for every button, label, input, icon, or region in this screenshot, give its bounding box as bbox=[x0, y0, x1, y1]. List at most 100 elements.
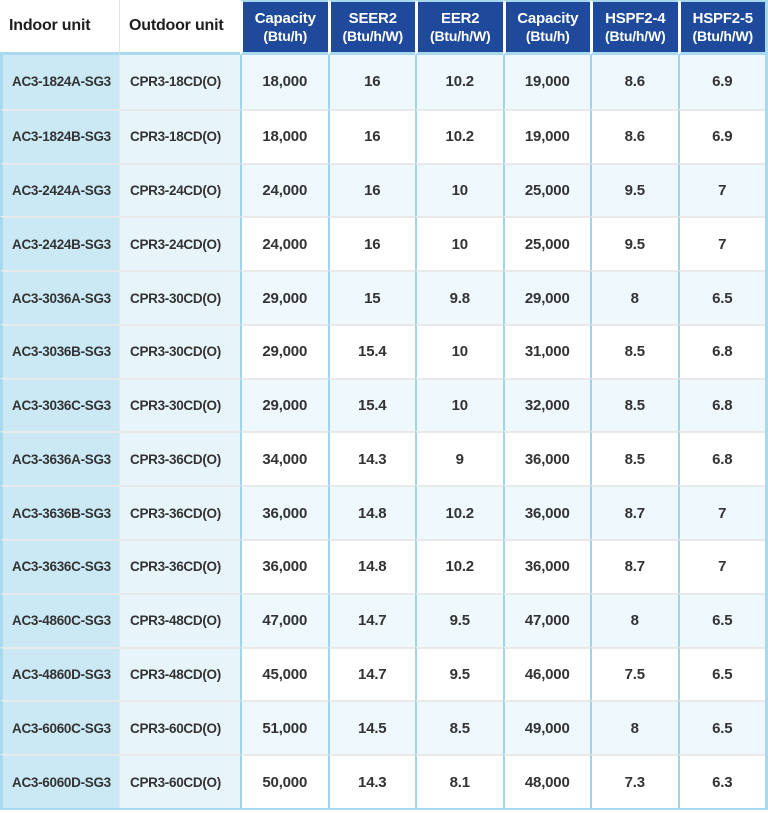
cell-indoor-unit: AC3-2424A-SG3 bbox=[0, 162, 119, 217]
cell-eer2: 9.8 bbox=[415, 270, 503, 324]
cell-seer2: 15 bbox=[327, 270, 415, 324]
cell-outdoor-unit: CPR3-60CD(O) bbox=[119, 754, 240, 808]
cell-cooling-capacity: 18,000 bbox=[240, 55, 328, 109]
cell-seer2: 16 bbox=[327, 55, 415, 109]
header-label: HSPF2-4 bbox=[605, 9, 666, 27]
cell-eer2: 8.5 bbox=[415, 700, 503, 755]
cell-eer2: 9.5 bbox=[415, 646, 503, 701]
cell-heating-capacity: 25,000 bbox=[502, 216, 590, 271]
cell-eer2: 9.5 bbox=[415, 592, 503, 647]
header-label: SEER2 bbox=[348, 9, 397, 27]
cell-indoor-unit: AC3-6060D-SG3 bbox=[0, 754, 119, 808]
cell-seer2: 14.7 bbox=[327, 646, 415, 701]
cell-outdoor-unit: CPR3-18CD(O) bbox=[119, 108, 240, 163]
header-unit-label: (Btu/h/W) bbox=[430, 27, 491, 44]
column-header-hspf2-4: HSPF2-4 (Btu/h/W) bbox=[590, 0, 678, 55]
cell-indoor-unit: AC3-3036B-SG3 bbox=[0, 323, 119, 378]
cell-hspf2-4: 9.5 bbox=[590, 162, 678, 217]
cell-cooling-capacity: 47,000 bbox=[240, 592, 328, 647]
cell-cooling-capacity: 51,000 bbox=[240, 700, 328, 755]
cell-cooling-capacity: 29,000 bbox=[240, 323, 328, 378]
column-header-indoor-unit: Indoor unit bbox=[0, 0, 119, 55]
cell-eer2: 10 bbox=[415, 216, 503, 271]
cell-hspf2-5: 6.5 bbox=[677, 592, 765, 647]
column-header-cooling-capacity: Capacity (Btu/h) bbox=[240, 0, 328, 55]
cell-hspf2-5: 6.5 bbox=[677, 270, 765, 324]
cell-outdoor-unit: CPR3-36CD(O) bbox=[119, 431, 240, 486]
cell-cooling-capacity: 29,000 bbox=[240, 270, 328, 324]
column-header-hspf2-5: HSPF2-5 (Btu/h/W) bbox=[677, 0, 765, 55]
column-header-heating-capacity: Capacity (Btu/h) bbox=[502, 0, 590, 55]
cell-hspf2-4: 9.5 bbox=[590, 216, 678, 271]
cell-indoor-unit: AC3-3636C-SG3 bbox=[0, 539, 119, 593]
cell-outdoor-unit: CPR3-18CD(O) bbox=[119, 55, 240, 109]
cell-eer2: 10.2 bbox=[415, 485, 503, 540]
cell-seer2: 14.5 bbox=[327, 700, 415, 755]
cell-hspf2-5: 6.3 bbox=[677, 754, 765, 808]
column-header-outdoor-unit: Outdoor unit bbox=[119, 0, 240, 55]
cell-seer2: 14.8 bbox=[327, 539, 415, 593]
cell-indoor-unit: AC3-3036A-SG3 bbox=[0, 270, 119, 324]
cell-cooling-capacity: 36,000 bbox=[240, 485, 328, 540]
cell-hspf2-5: 7 bbox=[677, 485, 765, 540]
cell-hspf2-5: 6.5 bbox=[677, 646, 765, 701]
cell-cooling-capacity: 34,000 bbox=[240, 431, 328, 486]
cell-outdoor-unit: CPR3-24CD(O) bbox=[119, 162, 240, 217]
cell-hspf2-4: 8.6 bbox=[590, 55, 678, 109]
cell-indoor-unit: AC3-1824B-SG3 bbox=[0, 108, 119, 163]
cell-hspf2-5: 6.9 bbox=[677, 108, 765, 163]
cell-hspf2-5: 7 bbox=[677, 539, 765, 593]
cell-hspf2-4: 8.6 bbox=[590, 108, 678, 163]
cell-outdoor-unit: CPR3-30CD(O) bbox=[119, 377, 240, 432]
cell-hspf2-4: 8.7 bbox=[590, 485, 678, 540]
cell-heating-capacity: 29,000 bbox=[502, 270, 590, 324]
cell-heating-capacity: 32,000 bbox=[502, 377, 590, 432]
cell-cooling-capacity: 36,000 bbox=[240, 539, 328, 593]
cell-eer2: 10.2 bbox=[415, 55, 503, 109]
cell-outdoor-unit: CPR3-24CD(O) bbox=[119, 216, 240, 271]
cell-hspf2-5: 7 bbox=[677, 216, 765, 271]
column-header-seer2: SEER2 (Btu/h/W) bbox=[327, 0, 415, 55]
cell-hspf2-5: 6.9 bbox=[677, 55, 765, 109]
cell-cooling-capacity: 24,000 bbox=[240, 162, 328, 217]
cell-hspf2-4: 8 bbox=[590, 700, 678, 755]
header-label: EER2 bbox=[441, 9, 480, 27]
cell-outdoor-unit: CPR3-36CD(O) bbox=[119, 485, 240, 540]
cell-indoor-unit: AC3-4860D-SG3 bbox=[0, 646, 119, 701]
cell-hspf2-5: 6.8 bbox=[677, 377, 765, 432]
cell-eer2: 10 bbox=[415, 323, 503, 378]
cell-cooling-capacity: 18,000 bbox=[240, 108, 328, 163]
cell-hspf2-5: 6.8 bbox=[677, 323, 765, 378]
cell-seer2: 16 bbox=[327, 162, 415, 217]
header-unit-label: (Btu/h/W) bbox=[692, 27, 754, 44]
cell-indoor-unit: AC3-2424B-SG3 bbox=[0, 216, 119, 271]
cell-outdoor-unit: CPR3-30CD(O) bbox=[119, 323, 240, 378]
cell-heating-capacity: 25,000 bbox=[502, 162, 590, 217]
header-unit-label: (Btu/h/W) bbox=[342, 27, 404, 44]
cell-eer2: 10 bbox=[415, 162, 503, 217]
cell-hspf2-4: 7.5 bbox=[590, 646, 678, 701]
cell-heating-capacity: 19,000 bbox=[502, 55, 590, 109]
cell-hspf2-5: 6.8 bbox=[677, 431, 765, 486]
cell-cooling-capacity: 29,000 bbox=[240, 377, 328, 432]
header-label: Indoor unit bbox=[9, 17, 91, 34]
cell-outdoor-unit: CPR3-60CD(O) bbox=[119, 700, 240, 755]
cell-eer2: 10.2 bbox=[415, 108, 503, 163]
cell-seer2: 14.8 bbox=[327, 485, 415, 540]
cell-heating-capacity: 31,000 bbox=[502, 323, 590, 378]
header-label: HSPF2-5 bbox=[692, 9, 753, 27]
header-unit-label: (Btu/h/W) bbox=[605, 27, 666, 44]
cell-outdoor-unit: CPR3-48CD(O) bbox=[119, 646, 240, 701]
cell-eer2: 10.2 bbox=[415, 539, 503, 593]
cell-heating-capacity: 49,000 bbox=[502, 700, 590, 755]
cell-indoor-unit: AC3-1824A-SG3 bbox=[0, 55, 119, 109]
cell-outdoor-unit: CPR3-48CD(O) bbox=[119, 592, 240, 647]
cell-eer2: 8.1 bbox=[415, 754, 503, 808]
cell-indoor-unit: AC3-3636B-SG3 bbox=[0, 485, 119, 540]
cell-seer2: 15.4 bbox=[327, 323, 415, 378]
cell-heating-capacity: 36,000 bbox=[502, 485, 590, 540]
cell-indoor-unit: AC3-3636A-SG3 bbox=[0, 431, 119, 486]
cell-eer2: 9 bbox=[415, 431, 503, 486]
cell-indoor-unit: AC3-4860C-SG3 bbox=[0, 592, 119, 647]
